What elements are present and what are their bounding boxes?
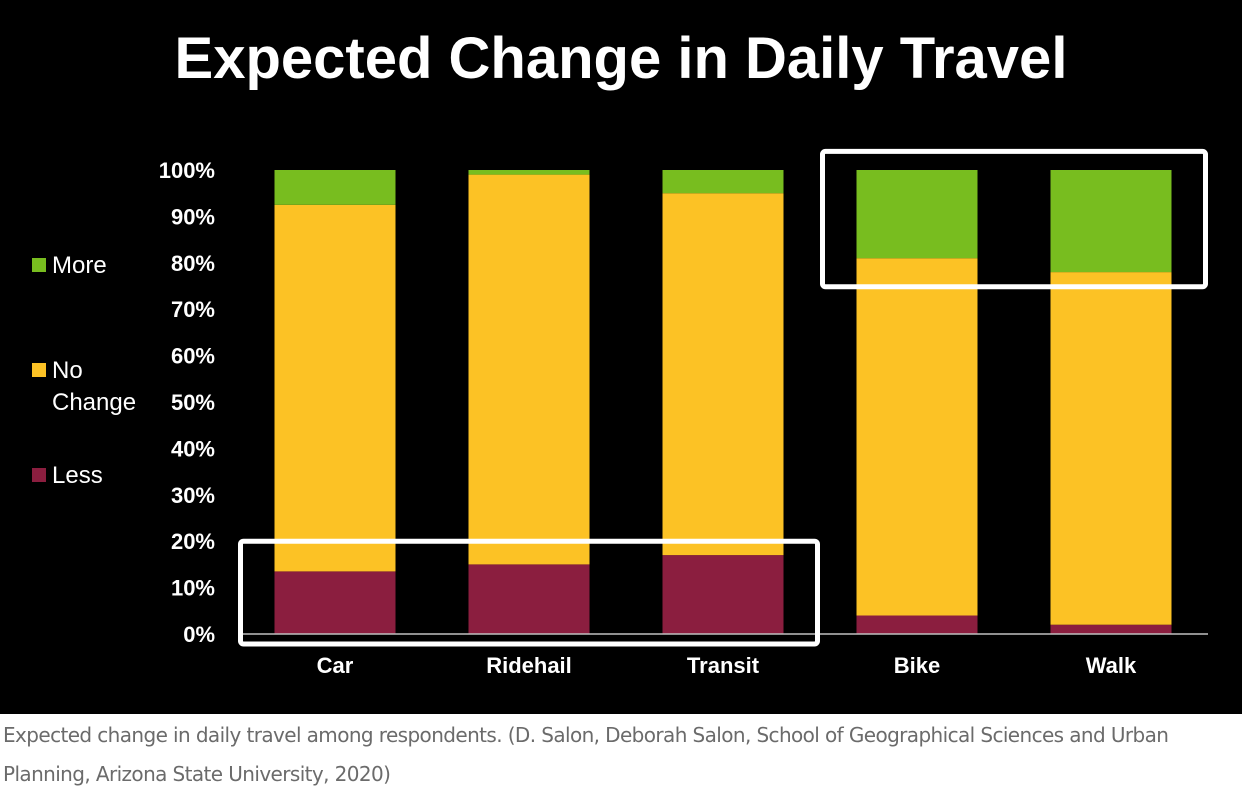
y-tick-label: 30% (171, 483, 215, 508)
y-tick-label: 50% (171, 390, 215, 415)
y-tick-label: 60% (171, 344, 215, 369)
figure-caption: Expected change in daily travel among re… (3, 723, 1169, 786)
bar-car-no-change (274, 204, 396, 572)
bar-car-more (274, 170, 396, 205)
x-category-label: Car (317, 653, 354, 678)
bar-car-less (274, 571, 396, 634)
legend-label-no-change: Change (52, 389, 136, 416)
highlight-box-1 (238, 538, 820, 647)
bar-walk-more (1050, 170, 1172, 273)
y-tick-label: 70% (171, 297, 215, 322)
bar-transit-less (662, 555, 784, 634)
bar-ridehail-less (468, 564, 590, 634)
y-tick-label: 20% (171, 529, 215, 554)
x-category-label: Transit (687, 653, 760, 678)
bar-ridehail-no-change (468, 174, 590, 565)
legend-label-more: More (52, 252, 107, 279)
bars-layer (274, 170, 1172, 634)
bar-ridehail-more (468, 170, 590, 175)
legend-label-no-change: No (52, 357, 83, 384)
legend-swatch-no-change (32, 363, 46, 377)
stacked-bar-chart: 0% 10% 20% 30% 40% 50% 60% 70% 80% 90% 100% Car Ride… (32, 148, 1208, 678)
y-tick-label: 0% (183, 622, 215, 647)
bar-bike-no-change (856, 258, 978, 616)
bar-walk-less (1050, 624, 1172, 634)
y-tick-label: 80% (171, 251, 215, 276)
bar-walk-no-change (1050, 272, 1172, 625)
y-tick-label: 90% (171, 204, 215, 229)
bar-transit-more (662, 170, 784, 194)
x-category-label: Walk (1086, 653, 1137, 678)
highlight-boxes (238, 148, 1208, 647)
legend-label-less: Less (52, 462, 103, 489)
highlight-box-2 (820, 148, 1208, 290)
bar-bike-more (856, 170, 978, 259)
legend-swatch-more (32, 258, 46, 272)
bar-bike-less (856, 615, 978, 634)
axis-layer: 0% 10% 20% 30% 40% 50% 60% 70% 80% 90% 100% Car Ride… (159, 158, 1208, 678)
legend-swatch-less (32, 468, 46, 482)
chart-panel: Expected Change in Daily Travel 0% 10% 20%… (0, 0, 1242, 714)
legend: More No Change Less (32, 252, 136, 489)
y-tick-label: 10% (171, 576, 215, 601)
y-tick-label: 40% (171, 436, 215, 461)
chart-title: Expected Change in Daily Travel (174, 26, 1068, 91)
y-tick-label: 100% (159, 158, 215, 183)
x-category-label: Ridehail (486, 653, 572, 678)
x-category-label: Bike (894, 653, 940, 678)
bar-transit-no-change (662, 193, 784, 556)
